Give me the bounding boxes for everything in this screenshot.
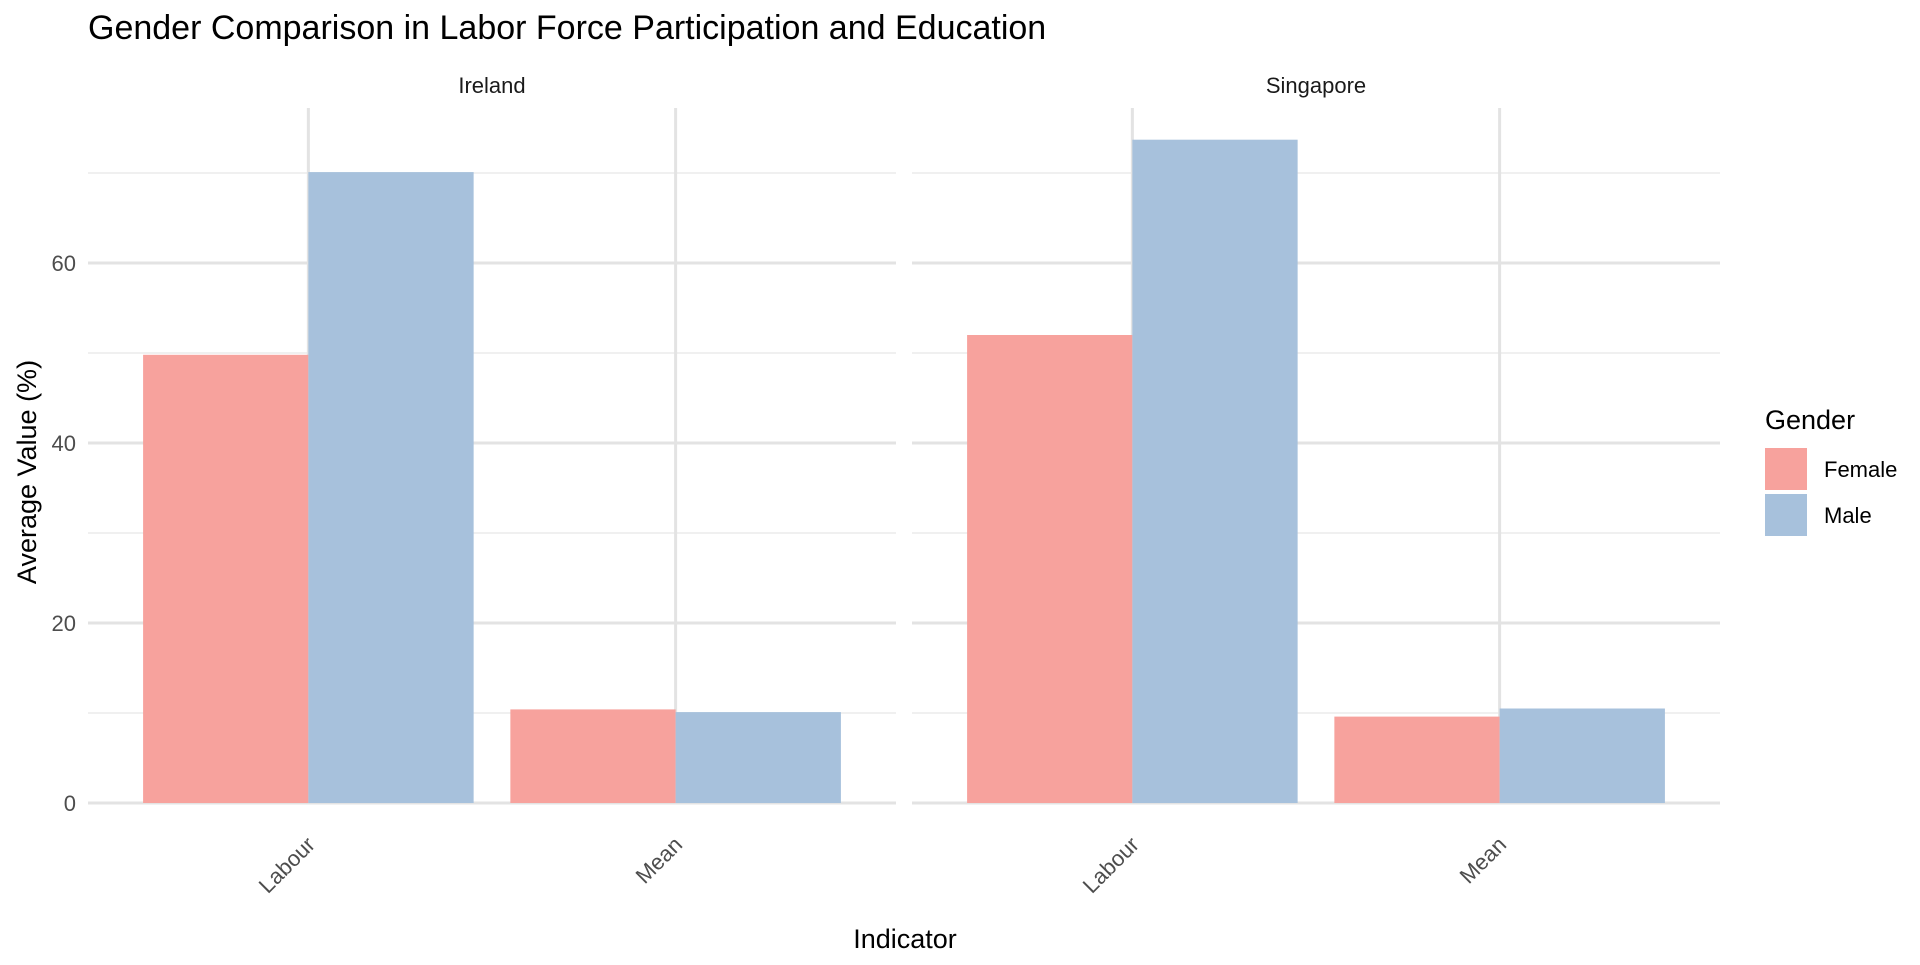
bar-female xyxy=(143,354,309,803)
bar-male xyxy=(1132,139,1298,803)
legend-key-male xyxy=(1765,494,1807,536)
x-tick-label: Labour xyxy=(1078,832,1144,898)
legend-label: Male xyxy=(1824,503,1872,528)
x-tick-label: Labour xyxy=(254,832,320,898)
y-tick-label: 60 xyxy=(52,251,76,276)
legend-label: Female xyxy=(1824,457,1897,482)
y-axis-title: Average Value (%) xyxy=(12,360,42,584)
x-axis-title: Indicator xyxy=(853,924,957,954)
legend-title: Gender xyxy=(1765,405,1855,435)
bar-male xyxy=(1499,708,1665,803)
legend-key-female xyxy=(1765,448,1807,490)
legend: Gender Female Male xyxy=(1765,405,1897,536)
bar-male xyxy=(308,172,474,804)
x-tick-label: Mean xyxy=(1455,832,1512,889)
bar-female xyxy=(510,709,676,803)
y-tick-label: 0 xyxy=(64,791,76,816)
bar-female xyxy=(967,335,1133,803)
y-tick-label: 40 xyxy=(52,431,76,456)
x-tick-label: Mean xyxy=(631,832,688,889)
y-tick-label: 20 xyxy=(52,611,76,636)
chart-title: Gender Comparison in Labor Force Partici… xyxy=(88,9,1046,47)
bar-female xyxy=(1334,716,1500,803)
facet-label: Singapore xyxy=(1266,73,1366,98)
bar-male xyxy=(675,712,841,803)
facet-label: Ireland xyxy=(458,73,525,98)
facet-panels: Ireland Labour Mean Singapore Labour Mean 0 20 4… xyxy=(52,73,1720,898)
